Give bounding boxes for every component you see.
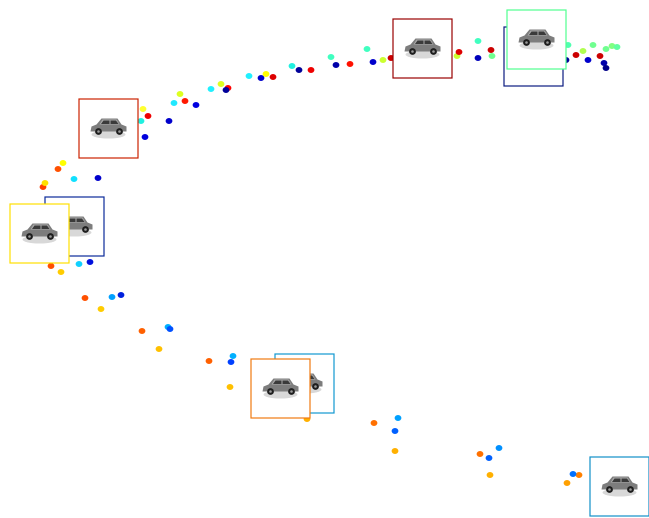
scatter-point-7 (144, 113, 152, 119)
scatter-point-30 (369, 59, 377, 65)
scatter-point-63 (205, 358, 213, 364)
scatter-point-47 (602, 65, 610, 71)
scatter-point-55 (81, 295, 89, 301)
scatter-point-21 (262, 71, 270, 77)
scatter-point-14 (192, 102, 200, 108)
scatter-point-44 (589, 42, 597, 48)
scatter-point-28 (346, 61, 354, 67)
scatter-point-2 (54, 166, 62, 172)
scatter-point-10 (165, 118, 173, 124)
scatter-point-22 (269, 74, 277, 80)
car-thumbnail-7 (250, 358, 311, 419)
scatter-point-72 (476, 451, 484, 457)
scatter-point-26 (327, 54, 335, 60)
scatter-point-69 (391, 448, 399, 454)
scatter-point-3 (59, 160, 67, 166)
scatter-point-78 (569, 471, 577, 477)
scatter-point-62 (166, 326, 174, 332)
scatter-point-8 (137, 118, 145, 124)
scatter-point-64 (226, 384, 234, 390)
scatter-point-29 (363, 46, 371, 52)
scatter-point-34 (455, 49, 463, 55)
scatter-point-9 (141, 134, 149, 140)
scatter-point-74 (495, 445, 503, 451)
scatter-point-19 (245, 73, 253, 79)
scatter-point-65 (229, 353, 237, 359)
scatter-point-11 (170, 100, 178, 106)
scatter-point-70 (394, 415, 402, 421)
thumbnail-frame (250, 358, 311, 419)
scatter-point-1 (41, 180, 49, 186)
scatter-point-66 (227, 359, 235, 365)
scatter-point-25 (307, 67, 315, 73)
scatter-point-16 (217, 81, 225, 87)
car-thumbnail-2 (9, 203, 70, 264)
scatter-point-42 (579, 48, 587, 54)
scatter-point-53 (75, 261, 83, 267)
scatter-point-77 (575, 472, 583, 478)
scatter-point-75 (485, 455, 493, 461)
scatter-point-58 (117, 292, 125, 298)
car-thumbnail-5 (506, 9, 567, 70)
scatter-point-51 (47, 263, 55, 269)
scatter-point-18 (222, 87, 230, 93)
scatter-point-36 (474, 55, 482, 61)
scatter-point-24 (295, 67, 303, 73)
scatter-point-20 (257, 75, 265, 81)
scatter-point-71 (391, 428, 399, 434)
scatter-point-45 (596, 53, 604, 59)
scatter-point-68 (370, 420, 378, 426)
scatter-point-23 (288, 63, 296, 69)
scatter-point-43 (584, 57, 592, 63)
scatter-point-41 (572, 52, 580, 58)
thumbnails-layer (9, 9, 649, 517)
scatter-point-31 (379, 57, 387, 63)
scatter-point-38 (488, 53, 496, 59)
scatter-point-50 (613, 44, 621, 50)
scatter-point-56 (97, 306, 105, 312)
scatter-point-73 (486, 472, 494, 478)
scatter-point-76 (563, 480, 571, 486)
car-thumbnail-8 (589, 456, 649, 517)
scatter-point-60 (155, 346, 163, 352)
scatter-point-6 (139, 106, 147, 112)
scatter-point-52 (57, 269, 65, 275)
scatter-point-57 (108, 294, 116, 300)
scatter-point-48 (602, 46, 610, 52)
points-layer (39, 38, 621, 486)
scatter-point-12 (176, 91, 184, 97)
scatter-point-13 (181, 98, 189, 104)
scatter-point-54 (86, 259, 94, 265)
scatter-point-4 (70, 176, 78, 182)
car-thumbnail-0 (78, 98, 139, 159)
scatter-point-5 (94, 175, 102, 181)
scatter-point-35 (474, 38, 482, 44)
car-thumbnail-3 (392, 18, 453, 79)
scatter-point-37 (487, 47, 495, 53)
scatter-point-46 (600, 60, 608, 66)
scatter-point-15 (207, 86, 215, 92)
scatter-point-59 (138, 328, 146, 334)
scatter-point-27 (332, 62, 340, 68)
